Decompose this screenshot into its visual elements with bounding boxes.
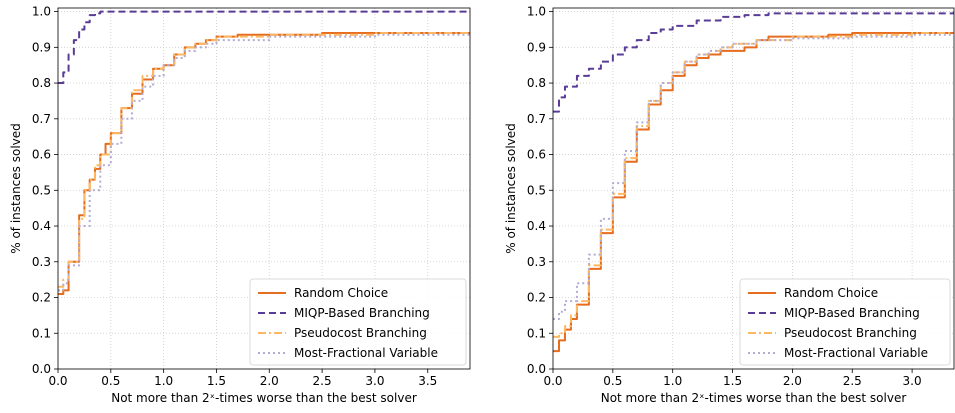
chart1-y-tick-label: 0.4 [527,219,546,233]
chart1-x-tick-label: 2.5 [843,374,862,388]
chart1-legend-label-random: Random Choice [784,286,878,300]
chart0-x-tick-label: 2.0 [260,374,279,388]
right-chart: 0.0 0.5 1.0 1.5 2.0 2.5 3.0 0.0 0.1 0.2 0.3 0.4 0.5 0… [480,0,955,408]
chart0-series-miqp [58,10,470,85]
chart1-legend-label-pseudocost: Pseudocost Branching [784,326,917,340]
chart1-y-tick-label: 0.1 [527,326,546,340]
chart0-legend-label-miqp: MIQP-Based Branching [294,306,430,320]
chart0-legend: Random Choice MIQP-Based Branching Pseudoc… [249,278,467,366]
chart0-y-tick-label: 0.1 [32,326,51,340]
chart0-series-pseudocost [58,32,470,288]
chart0-legend-label-mostfrac: Most-Fractional Variable [294,346,438,360]
chart0-y-tick-label: 0.6 [32,148,51,162]
chart1-y-tick-label: 0.8 [527,76,546,90]
chart0-x-tick-label: 2.5 [313,374,332,388]
chart0-axes-frame [57,7,471,370]
chart0-y-tick-label: 0.7 [32,112,51,126]
chart1-series-group [553,11,954,353]
chart1-legend-label-miqp: MIQP-Based Branching [784,306,920,320]
chart0-legend-label-random: Random Choice [294,286,388,300]
chart1-y-tick-label: 0.2 [527,291,546,305]
chart1-x-tick-label: 2.0 [783,374,802,388]
left-chart-svg: 0.0 0.5 1.0 1.5 2.0 2.5 3.0 3.5 0.0 0.1 0.2 0.3 0.4 0… [9,5,471,405]
chart0-x-tick-label: 0.5 [101,374,120,388]
chart1-y-axis-label: % of instances solved [504,123,518,254]
chart0-y-tick-label: 0.9 [32,40,51,54]
chart1-y-tick-label: 0.3 [527,255,546,269]
chart0-x-tick-label: 3.5 [418,374,437,388]
chart1-x-tick-label: 3.0 [903,374,922,388]
chart1-legend: Random Choice MIQP-Based Branching Pseudoc… [739,278,951,366]
chart1-y-tick-label: 0.0 [527,362,546,376]
chart0-x-tick-label: 1.5 [207,374,226,388]
left-chart: 0.0 0.5 1.0 1.5 2.0 2.5 3.0 3.5 0.0 0.1 0.2 0.3 0.4 0… [0,0,476,408]
chart0-legend-label-pseudocost: Pseudocost Branching [294,326,427,340]
chart1-legend-box [739,278,951,366]
chart0-y-tick-label: 0.5 [32,183,51,197]
chart1-legend-label-mostfrac: Most-Fractional Variable [784,346,928,360]
right-chart-svg: 0.0 0.5 1.0 1.5 2.0 2.5 3.0 0.0 0.1 0.2 0.3 0.4 0.5 0… [504,5,955,405]
chart1-x-tick-label: 0.0 [543,374,562,388]
chart0-x-tick-label: 0.0 [48,374,67,388]
chart0-legend-box [249,278,467,366]
chart1-y-tick-label: 0.6 [527,148,546,162]
chart1-y-tick-label: 0.9 [527,40,546,54]
chart0-y-tick-label: 0.2 [32,291,51,305]
chart0-y-tick-label: 0.8 [32,76,51,90]
chart0-y-axis-label: % of instances solved [9,123,23,254]
chart0-y-tick-label: 0.3 [32,255,51,269]
chart0-series-group [58,10,470,295]
chart1-series-miqp [553,11,954,113]
chart0-series-random [58,32,470,295]
chart1-axes-frame [552,7,955,370]
chart1-x-tick-label: 1.5 [723,374,742,388]
chart0-x-tick-label: 3.0 [365,374,384,388]
chart0-y-tick-label: 0.0 [32,362,51,376]
chart1-y-tick-label: 0.7 [527,112,546,126]
chart0-series-mostfrac [58,33,470,292]
chart0-y-tick-label: 0.4 [32,219,51,233]
chart0-y-tick-label: 1.0 [32,5,51,19]
chart1-x-axis-label: Not more than 2ˣ-times worse than the be… [601,391,907,405]
chart1-x-tick-label: 1.0 [663,374,682,388]
chart0-x-tick-label: 1.0 [154,374,173,388]
chart0-x-axis-label: Not more than 2ˣ-times worse than the be… [111,391,417,405]
chart1-y-tick-label: 0.5 [527,183,546,197]
chart1-x-tick-label: 0.5 [603,374,622,388]
chart1-y-tick-label: 1.0 [527,5,546,19]
